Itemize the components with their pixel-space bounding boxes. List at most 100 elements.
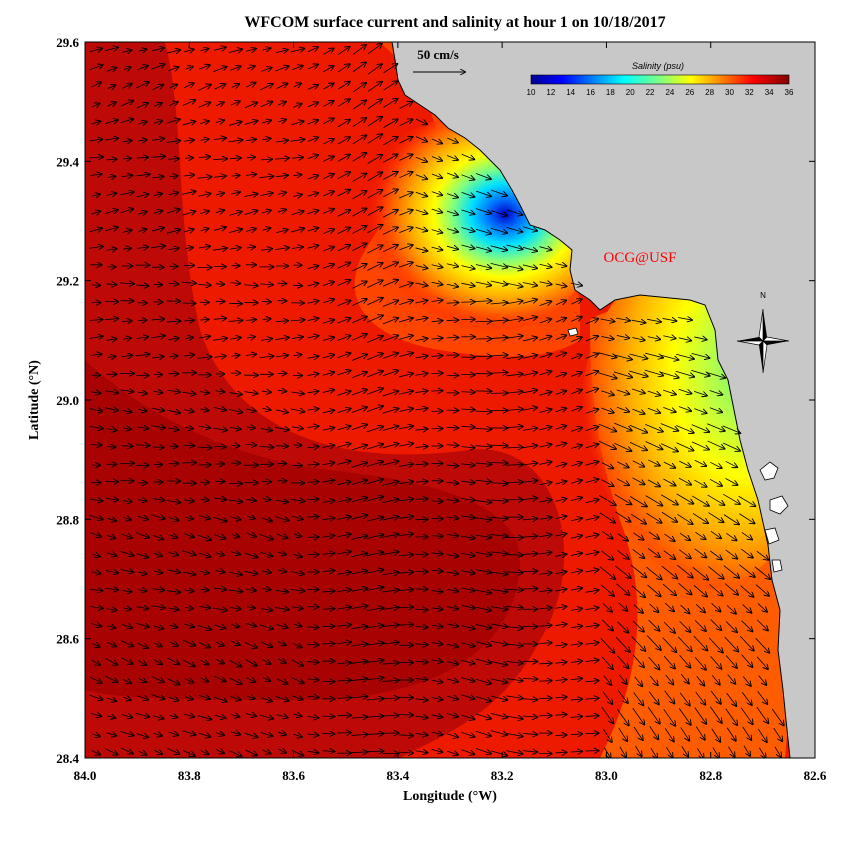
current-vector-arrow — [138, 212, 146, 215]
current-vector-arrow — [168, 338, 178, 340]
current-vector-arrow — [600, 319, 615, 322]
current-vector-arrow — [431, 321, 443, 322]
current-vector-arrow — [153, 571, 163, 573]
current-vector-arrow — [121, 534, 132, 538]
current-vector-arrow — [399, 300, 413, 306]
current-vector-arrow — [431, 192, 442, 196]
current-vector-arrow — [261, 68, 271, 72]
current-vector-arrow — [231, 101, 240, 105]
current-vector-arrow — [506, 391, 522, 393]
current-vector-arrow — [166, 591, 180, 593]
current-vector-arrow — [184, 410, 193, 412]
current-vector-arrow — [461, 426, 474, 427]
current-vector-arrow — [645, 441, 663, 450]
current-vector-arrow — [367, 280, 382, 288]
current-vector-arrow — [570, 498, 582, 501]
x-tick-label: 83.4 — [386, 768, 409, 783]
current-vector-arrow — [91, 572, 100, 574]
current-vector-arrow — [571, 337, 582, 343]
current-vector-arrow — [323, 49, 333, 55]
current-vector-arrow — [213, 428, 227, 430]
current-vector-arrow — [337, 353, 351, 359]
current-vector-arrow — [275, 516, 288, 521]
current-vector-arrow — [598, 352, 617, 358]
current-vector-arrow — [293, 104, 301, 108]
current-vector-arrow — [522, 265, 537, 268]
current-vector-arrow — [351, 463, 367, 468]
current-vector-arrow — [461, 447, 474, 448]
current-vector-arrow — [262, 228, 271, 230]
current-vector-arrow — [352, 191, 367, 200]
current-vector-arrow — [261, 120, 271, 123]
current-vector-arrow — [570, 571, 582, 573]
current-vector-arrow — [151, 589, 164, 591]
current-vector-arrow — [90, 174, 101, 175]
current-vector-arrow — [290, 49, 304, 52]
current-vector-arrow — [599, 566, 615, 579]
current-vector-arrow — [338, 47, 349, 55]
current-vector-arrow — [601, 550, 614, 560]
colorbar-tick-label: 14 — [566, 88, 575, 97]
current-vector-arrow — [323, 66, 333, 73]
current-vector-arrow — [630, 564, 646, 577]
current-vector-arrow — [490, 210, 507, 216]
current-vector-arrow — [676, 353, 694, 359]
current-vector-arrow — [246, 320, 256, 321]
current-vector-arrow — [107, 176, 116, 177]
current-vector-arrow — [461, 174, 475, 180]
current-vector-arrow — [229, 212, 241, 216]
current-vector-arrow — [585, 409, 599, 414]
current-vector-arrow — [183, 355, 194, 356]
current-vector-arrow — [490, 355, 508, 356]
current-vector-arrow — [647, 407, 660, 413]
current-vector-arrow — [244, 285, 257, 286]
current-vector-arrow — [231, 84, 239, 87]
current-vector-arrow — [601, 407, 613, 413]
current-vector-arrow — [213, 138, 226, 140]
current-vector-arrow — [198, 85, 211, 91]
current-vector-arrow — [585, 427, 599, 431]
current-vector-arrow — [522, 407, 537, 410]
current-vector-arrow — [431, 553, 443, 554]
current-vector-arrow — [725, 549, 738, 559]
current-vector-arrow — [337, 318, 351, 324]
current-vector-arrow — [135, 445, 150, 446]
current-vector-arrow — [199, 65, 210, 69]
current-vector-arrow — [632, 408, 644, 414]
current-vector-arrow — [522, 446, 537, 448]
current-vector-arrow — [366, 388, 383, 395]
current-vector-arrow — [461, 571, 474, 574]
current-vector-arrow — [367, 245, 382, 254]
current-vector-arrow — [383, 154, 397, 163]
current-vector-arrow — [122, 158, 131, 159]
current-vector-arrow — [213, 338, 227, 340]
current-vector-arrow — [231, 534, 240, 537]
current-vector-arrow — [598, 423, 616, 431]
current-vector-arrow — [89, 589, 103, 591]
current-vector-arrow — [645, 423, 662, 431]
current-vector-arrow — [490, 572, 508, 574]
current-vector-arrow — [352, 299, 366, 306]
current-vector-arrow — [200, 121, 209, 124]
current-vector-arrow — [246, 337, 255, 338]
current-vector-arrow — [244, 392, 257, 394]
current-vector-arrow — [367, 225, 382, 234]
current-vector-arrow — [246, 157, 255, 158]
current-vector-arrow — [138, 409, 146, 411]
current-vector-arrow — [337, 99, 350, 107]
current-vector-arrow — [694, 390, 707, 395]
current-vector-arrow — [647, 548, 660, 558]
current-vector-arrow — [322, 463, 335, 465]
current-vector-arrow — [431, 518, 442, 519]
current-vector-arrow — [660, 494, 678, 505]
current-vector-arrow — [446, 445, 459, 446]
current-vector-arrow — [323, 118, 333, 125]
current-vector-arrow — [106, 518, 117, 521]
y-tick-label: 29.2 — [56, 274, 79, 289]
current-vector-arrow — [614, 442, 632, 451]
current-vector-arrow — [677, 564, 692, 577]
current-vector-arrow — [585, 479, 599, 482]
current-vector-arrow — [293, 83, 301, 86]
current-vector-arrow — [123, 67, 131, 70]
current-vector-arrow — [169, 356, 178, 357]
